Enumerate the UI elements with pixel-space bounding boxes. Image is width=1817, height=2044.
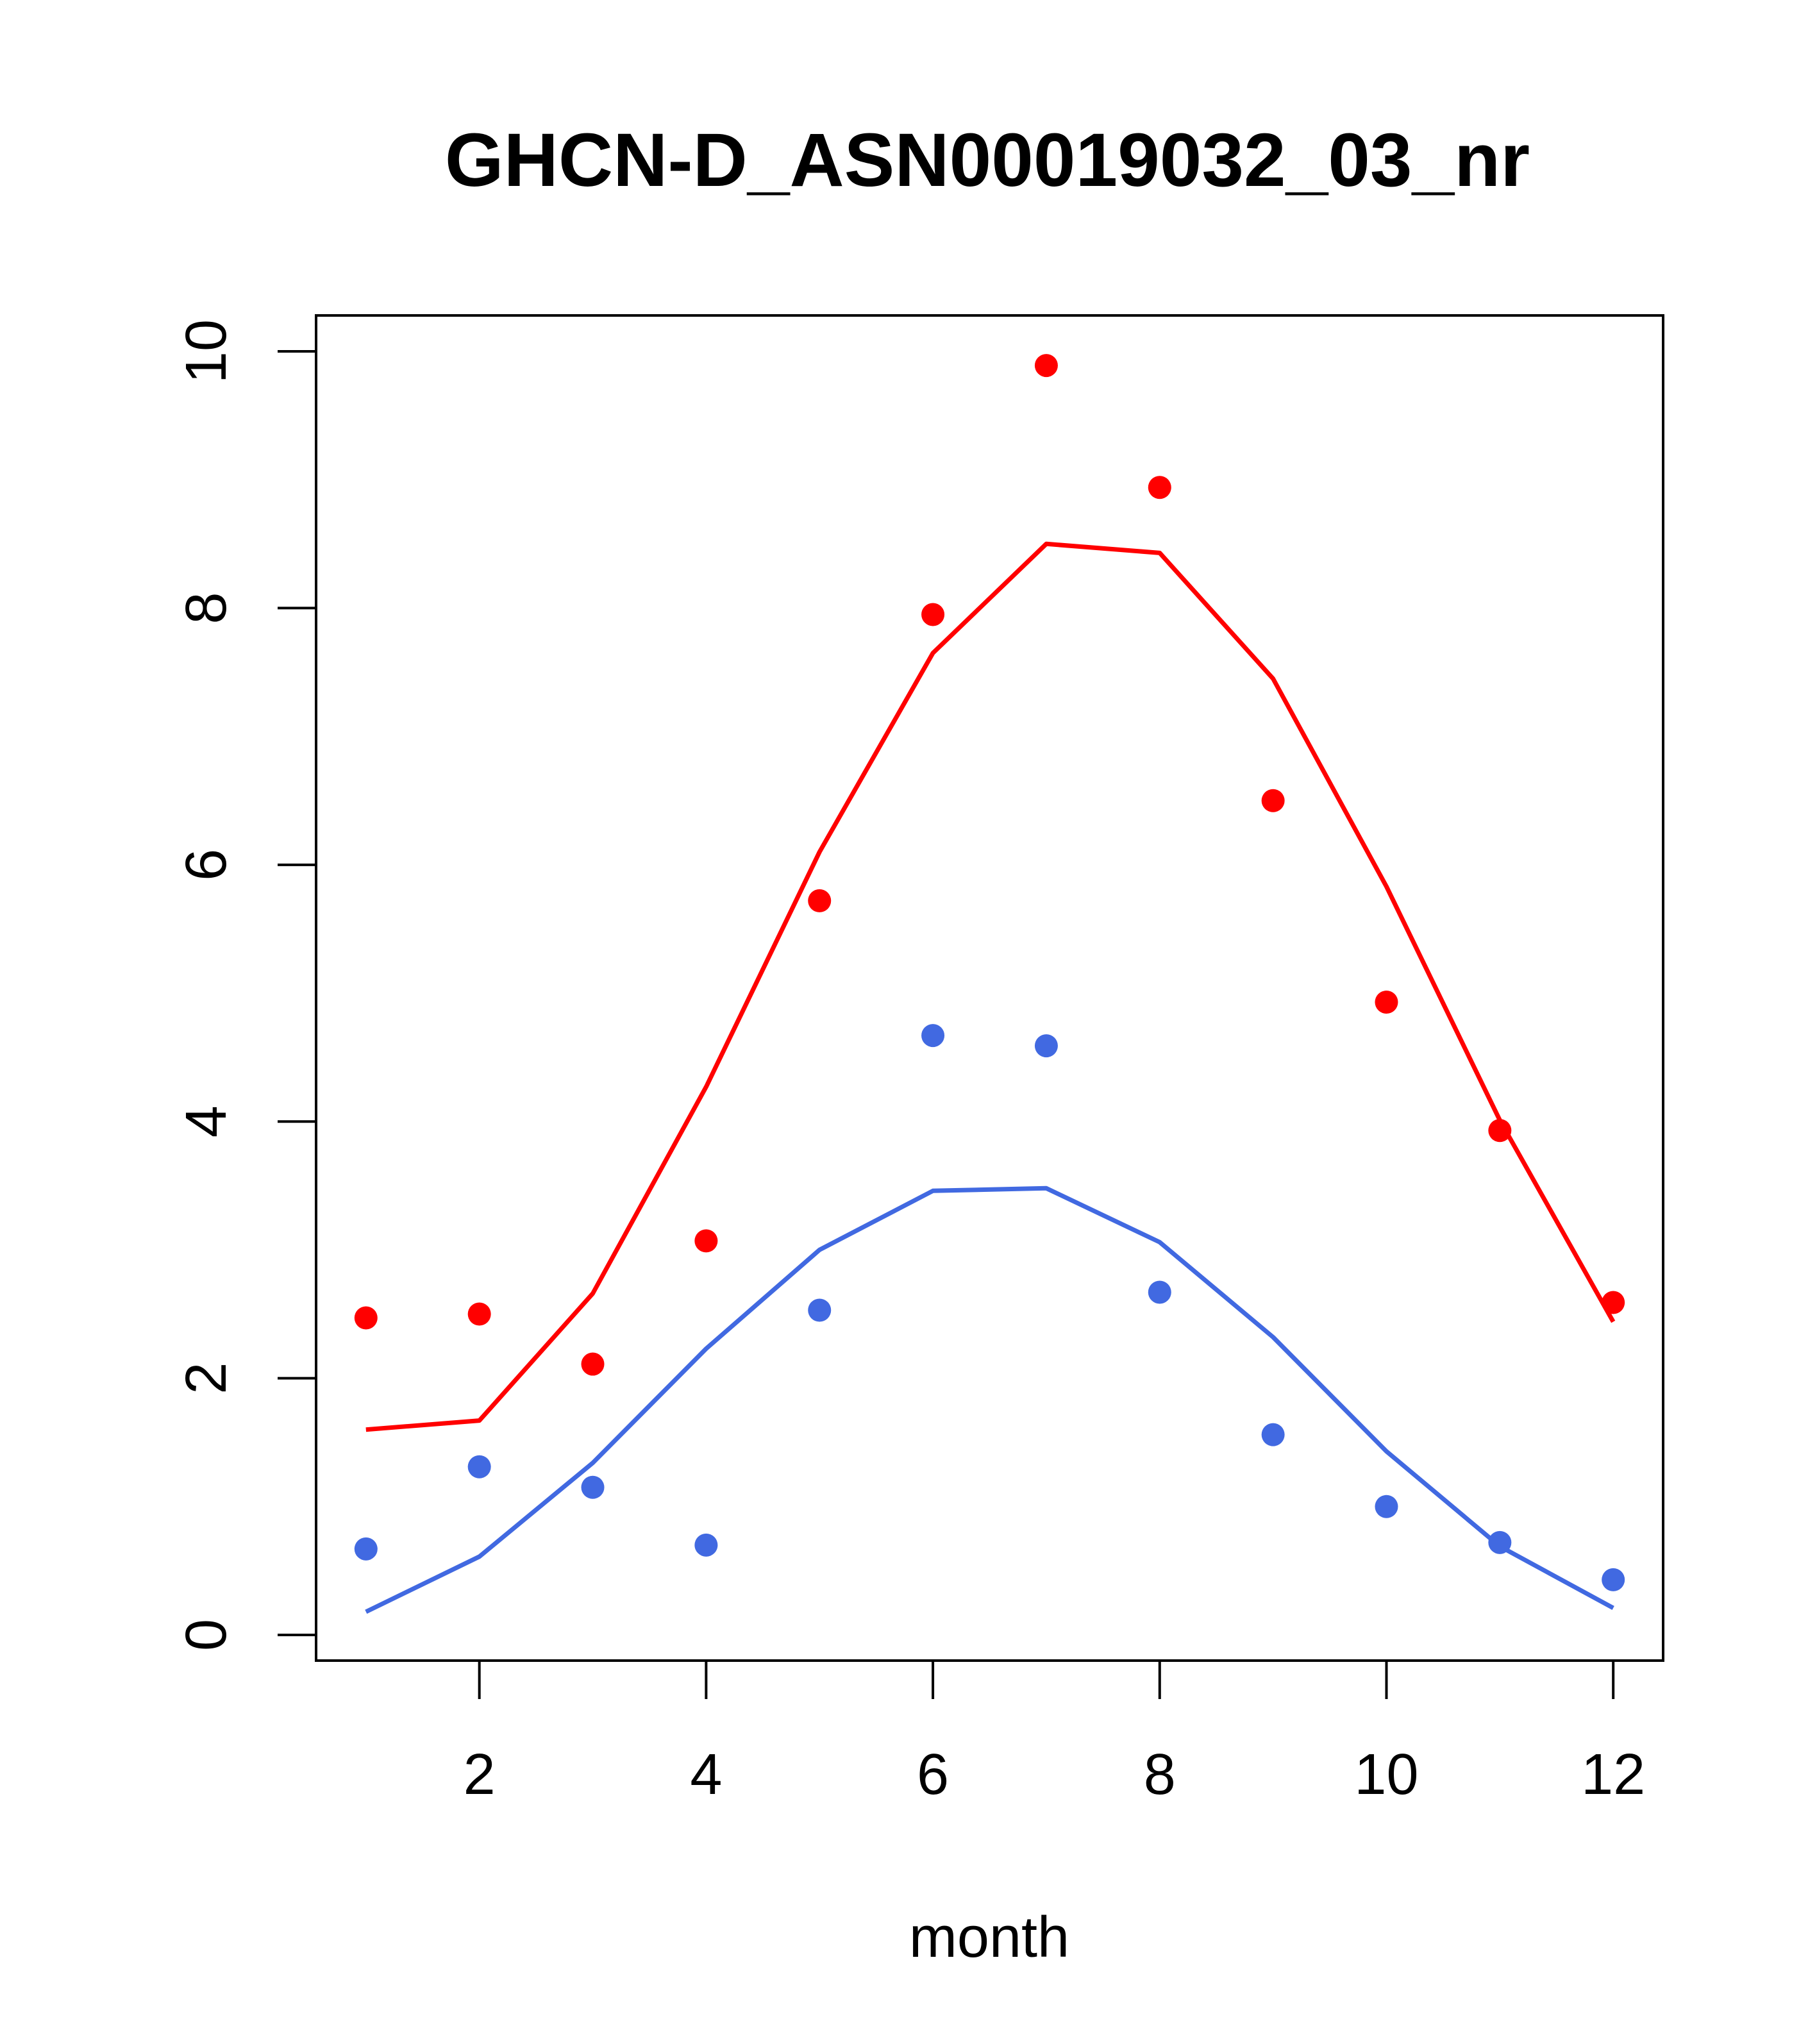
data-point xyxy=(1488,1530,1512,1554)
data-point xyxy=(467,1302,491,1326)
x-axis: 2 4 6 8 10 12 xyxy=(464,1661,1645,1807)
data-point xyxy=(1602,1568,1625,1591)
y-tick-label: 4 xyxy=(174,1105,239,1137)
series-line xyxy=(365,1185,1614,1614)
data-point xyxy=(1602,1291,1625,1314)
x-tick-label: 2 xyxy=(464,1743,496,1807)
data-point xyxy=(694,1533,718,1557)
y-tick-label: 2 xyxy=(174,1362,239,1395)
data-point xyxy=(1148,476,1171,499)
data-point xyxy=(1261,789,1285,812)
x-tick-label: 4 xyxy=(690,1743,722,1807)
data-point xyxy=(921,1024,945,1048)
data-point xyxy=(694,1229,718,1253)
data-point xyxy=(808,889,832,912)
chart-title: GHCN-D_ASN00019032_03_nr xyxy=(445,118,1530,203)
x-axis-label: month xyxy=(909,1906,1069,1970)
data-point xyxy=(467,1455,491,1479)
data-point xyxy=(921,603,945,626)
series-layer xyxy=(354,354,1625,1614)
plot-frame xyxy=(315,314,1664,1662)
x-tick-label: 10 xyxy=(1354,1743,1418,1807)
data-point xyxy=(1148,1280,1171,1304)
data-point xyxy=(581,1475,605,1499)
y-tick-label: 10 xyxy=(174,319,239,383)
x-tick-label: 6 xyxy=(917,1743,949,1807)
data-point xyxy=(354,1306,378,1330)
data-point xyxy=(1034,1034,1058,1058)
y-tick-label: 8 xyxy=(174,592,239,624)
y-tick-label: 0 xyxy=(174,1619,239,1651)
data-point xyxy=(1375,1495,1398,1518)
series-line xyxy=(365,541,1616,1432)
data-point xyxy=(1034,354,1058,378)
series-0 xyxy=(354,354,1625,1432)
data-point xyxy=(808,1298,832,1322)
data-point xyxy=(581,1352,605,1376)
x-tick-label: 8 xyxy=(1144,1743,1176,1807)
data-point xyxy=(1375,991,1398,1014)
y-tick-label: 6 xyxy=(174,849,239,881)
data-point xyxy=(1261,1423,1285,1446)
series-1 xyxy=(354,1024,1625,1614)
data-point xyxy=(354,1537,378,1561)
x-tick-label: 12 xyxy=(1581,1743,1645,1807)
y-axis: 0 2 4 6 8 10 xyxy=(174,319,316,1651)
data-point xyxy=(1488,1119,1512,1143)
